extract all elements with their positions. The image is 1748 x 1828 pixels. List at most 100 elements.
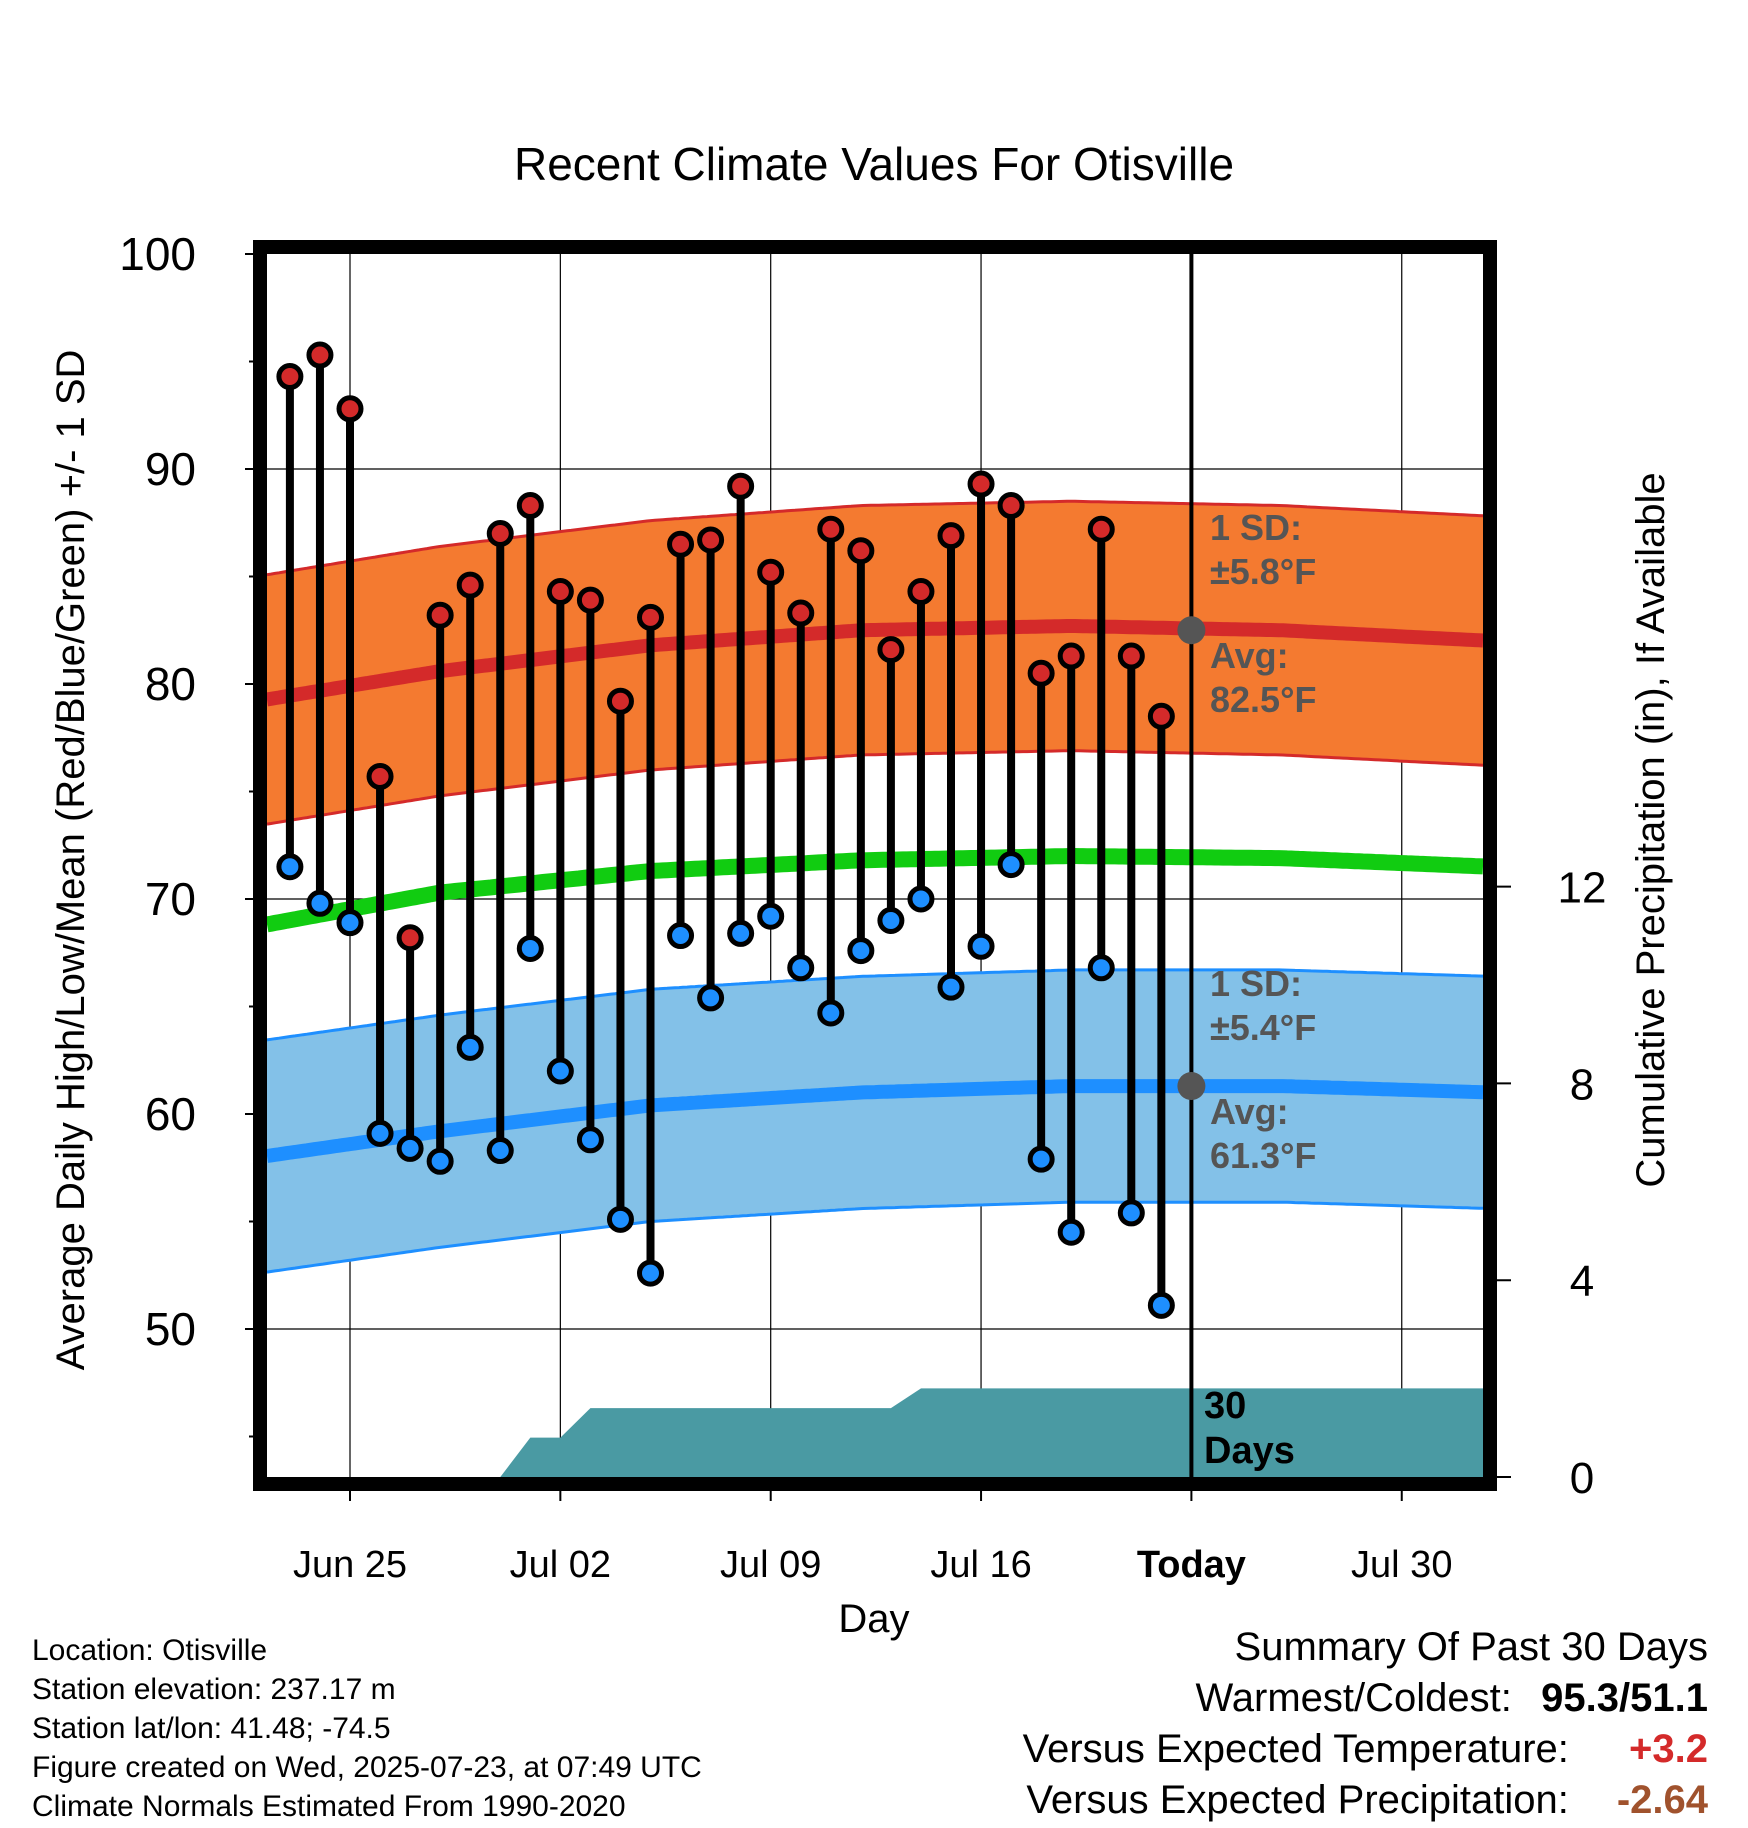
observed-day <box>456 571 484 1061</box>
observed-low-point <box>336 909 364 937</box>
observed-high-point <box>576 586 604 614</box>
observed-low-point <box>907 885 935 913</box>
today-line <box>1177 254 1206 1477</box>
warm-cold-value: 95.3/51.1 <box>1541 1676 1708 1720</box>
observed-low-point <box>1057 1218 1085 1246</box>
observed-high-point <box>426 601 454 629</box>
observed-low-point <box>276 853 304 881</box>
observed-high-point <box>697 526 725 554</box>
observed-low-point <box>1087 954 1115 982</box>
observed-high-point <box>1147 702 1175 730</box>
footer-latlon: Station lat/lon: 41.48; -74.5 <box>32 1712 391 1745</box>
y-axis-right: 0 4 8 12 <box>1490 864 1606 1503</box>
window-unit-label: Days <box>1204 1430 1295 1472</box>
low-sd-label: 1 SD: <box>1210 963 1302 1004</box>
observed-low-point <box>757 902 785 930</box>
y-tick-label: 70 <box>145 873 196 925</box>
observed-day <box>606 687 634 1233</box>
observed-high-point <box>997 492 1025 520</box>
observed-day <box>697 526 725 1012</box>
x-tick-label: Jul 16 <box>930 1544 1031 1586</box>
x-tick-label: Jun 25 <box>293 1544 407 1586</box>
observed-high-point <box>546 578 574 606</box>
observed-low-point <box>667 922 695 950</box>
low-normal-line <box>265 1079 1484 1163</box>
observed-high-point <box>817 515 845 543</box>
observed-low-point <box>546 1057 574 1085</box>
high-sd-value: ±5.8°F <box>1210 551 1316 592</box>
observed-high-point <box>757 558 785 586</box>
y2-axis-label: Cumulative Precipitation (in), If Availa… <box>1629 472 1673 1187</box>
observed-low-point <box>456 1033 484 1061</box>
summary-title: Summary Of Past 30 Days <box>1234 1625 1708 1669</box>
observed-low-point <box>727 919 755 947</box>
observed-high-point <box>637 603 664 631</box>
observed-day <box>546 578 574 1085</box>
low-avg-value: 61.3°F <box>1210 1135 1316 1176</box>
footer-created: Figure created on Wed, 2025-07-23, at 07… <box>32 1751 702 1784</box>
precipitation-fill <box>500 1388 1483 1477</box>
observed-day <box>516 492 544 962</box>
observed-high-point <box>1027 659 1055 687</box>
observed-day <box>877 636 905 934</box>
y-tick-label: 90 <box>145 443 196 495</box>
observed-high-point <box>727 472 755 500</box>
observed-temperatures <box>276 341 1175 1319</box>
summary-warm-cold: Warmest/Coldest: 95.3/51.1 <box>1196 1676 1709 1721</box>
high-avg-label: Avg: <box>1210 635 1289 676</box>
high-sd-band <box>267 501 1483 825</box>
low-avg-today-marker <box>1177 1072 1206 1101</box>
warm-cold-label: Warmest/Coldest: <box>1195 1676 1512 1720</box>
observed-high-point <box>1117 642 1145 670</box>
chart-title: Recent Climate Values For Otisville <box>514 138 1234 190</box>
x-tick-label: Today <box>1137 1544 1246 1586</box>
observed-low-point <box>997 851 1025 879</box>
high-avg-today-marker <box>1177 616 1206 645</box>
observed-high-point <box>1087 515 1115 543</box>
observed-day <box>576 586 604 1154</box>
observed-day <box>276 363 304 881</box>
observed-low-point <box>516 934 544 962</box>
observed-low-point <box>426 1147 454 1175</box>
high-sd-label: 1 SD: <box>1210 507 1302 548</box>
observed-high-point <box>967 470 995 498</box>
observed-day <box>426 601 454 1175</box>
observed-high-point <box>877 636 905 664</box>
observed-day <box>727 472 755 947</box>
footer-location: Location: Otisville <box>32 1634 268 1667</box>
y-axis-label: Average Daily High/Low/Mean (Red/Blue/Gr… <box>49 350 93 1371</box>
observed-day <box>967 470 995 960</box>
x-axis: Jun 25 Jul 02 Jul 09 Jul 16 Today Jul 30 <box>293 1484 1452 1586</box>
observed-day <box>667 530 695 950</box>
x-tick-label: Jul 30 <box>1351 1544 1452 1586</box>
observed-high-point <box>787 599 815 627</box>
annotations: 1 SD: ±5.8°F Avg: 82.5°F 1 SD: ±5.4°F Av… <box>1204 507 1316 1472</box>
observed-low-point <box>1117 1199 1145 1227</box>
observed-low-point <box>606 1205 634 1233</box>
observed-low-point <box>1027 1145 1055 1173</box>
observed-high-point <box>1057 642 1085 670</box>
plot-frame <box>253 240 1497 1491</box>
observed-low-point <box>576 1126 604 1154</box>
observed-low-point <box>817 999 845 1027</box>
observed-day <box>1117 642 1145 1227</box>
observed-low-point <box>486 1137 514 1165</box>
observed-day <box>757 558 785 930</box>
x-tick-label: Jul 09 <box>720 1544 821 1586</box>
window-count-label: 30 <box>1204 1385 1246 1427</box>
observed-high-point <box>306 341 334 369</box>
observed-low-point <box>396 1134 424 1162</box>
low-sd-value: ±5.4°F <box>1210 1007 1316 1048</box>
observed-high-point <box>847 537 875 565</box>
observed-day <box>787 599 815 982</box>
observed-high-point <box>366 762 394 790</box>
observed-low-point <box>937 973 965 1001</box>
observed-day <box>637 603 664 1287</box>
precip-label: Versus Expected Precipitation: <box>1026 1778 1569 1822</box>
observed-day <box>1147 702 1175 1319</box>
observed-day <box>1087 515 1115 982</box>
high-sd-band-upper-edge <box>266 499 1484 577</box>
observed-high-point <box>937 522 965 550</box>
observed-day <box>396 924 424 1162</box>
